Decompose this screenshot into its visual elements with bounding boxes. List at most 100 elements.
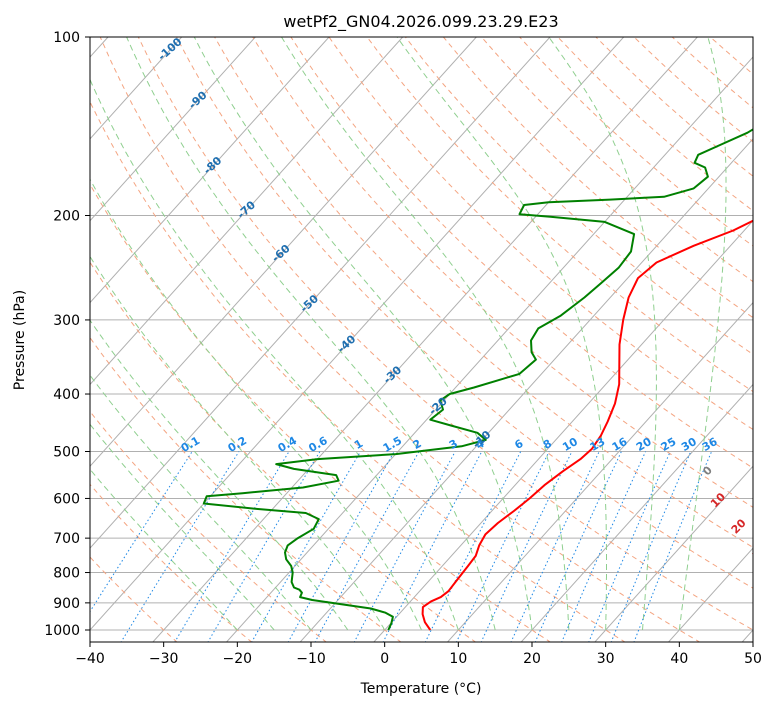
dewpoint-profile-line <box>202 128 753 631</box>
mixing-ratio-line <box>120 451 240 642</box>
mixing-ratio-label: 3 <box>447 437 460 452</box>
x-tick-label: −20 <box>223 651 253 667</box>
temperature-profile-line <box>421 219 753 631</box>
dry-adiabat <box>90 183 552 642</box>
isotherm-gridline <box>373 219 753 642</box>
dry-adiabat <box>595 37 753 177</box>
profile-lines <box>202 128 753 631</box>
dry-adiabat <box>328 37 753 431</box>
moist-adiabat <box>548 37 657 631</box>
theta-label: 30 <box>750 542 770 562</box>
isotherm-gridline <box>90 37 404 386</box>
isotherm-gridline <box>741 629 753 642</box>
dry-adiabat <box>519 37 753 247</box>
x-tick-label: 30 <box>597 651 615 667</box>
x-tick-label: 50 <box>744 651 762 667</box>
dry-adiabat <box>90 483 253 642</box>
isotherm-gridline <box>90 37 256 222</box>
y-tick-label: 800 <box>53 566 80 582</box>
mixing-ratio-line <box>534 451 622 642</box>
x-axis-label: Temperature (°C) <box>360 681 482 697</box>
dry-adiabat <box>137 37 753 631</box>
y-tick-label: 200 <box>53 209 80 225</box>
mixing-ratio-line <box>610 451 692 642</box>
isotherm-gridline <box>90 37 625 631</box>
mixing-ratio-label: 6 <box>512 437 525 452</box>
y-axis-label: Pressure (hPa) <box>12 290 28 390</box>
chart-title: wetPf2_GN04.2026.099.23.29.E23 <box>283 12 558 32</box>
isotherm-gridline <box>299 138 753 642</box>
isotherm-gridline <box>90 37 551 549</box>
moist-adiabat <box>90 374 312 631</box>
moist-adiabat <box>193 37 533 631</box>
background-lines <box>90 37 753 642</box>
moist-adiabat <box>678 37 727 631</box>
moist-adiabat <box>90 319 349 631</box>
mixing-ratio-label: 2 <box>411 437 424 452</box>
x-tick-label: 40 <box>670 651 688 667</box>
y-tick-label: 400 <box>53 387 80 403</box>
y-tick-label: 100 <box>53 30 80 46</box>
x-tick-label: 10 <box>449 651 467 667</box>
moist-adiabat <box>90 255 386 631</box>
theta-label: 0 <box>700 463 715 478</box>
dry-adiabat <box>290 37 753 469</box>
moist-adiabat <box>396 37 607 630</box>
x-tick-label: −40 <box>75 651 105 667</box>
moist-adiabat <box>90 178 422 631</box>
axis-ticks: −40 −30 −20 −10 0 10 20 30 40 5010020030040050060… <box>44 30 762 667</box>
dry-adiabat <box>481 37 753 283</box>
isotherm-gridline <box>152 37 698 642</box>
mixing-ratio-line <box>633 451 713 642</box>
mixing-ratio-line <box>588 451 671 642</box>
mixing-ratio-line <box>287 451 395 642</box>
dry-adiabat <box>90 261 477 642</box>
isotherm-label: -100 <box>155 35 184 63</box>
isotherm-gridline <box>90 37 183 140</box>
moist-adiabat <box>126 37 496 631</box>
moist-adiabat <box>90 78 459 631</box>
mixing-ratio-line <box>174 451 290 642</box>
mixing-ratio-line <box>561 451 647 642</box>
dry-adiabat <box>557 37 753 212</box>
x-tick-label: 0 <box>380 651 389 667</box>
dry-adiabat <box>252 37 753 508</box>
mixing-ratio-line <box>90 451 193 613</box>
dry-adiabat <box>214 37 753 548</box>
theta-label: 20 <box>729 516 749 536</box>
y-tick-label: 700 <box>53 531 80 547</box>
isotherm-gridline <box>446 301 753 642</box>
y-tick-label: 900 <box>53 596 80 612</box>
mixing-ratio-line <box>480 451 573 642</box>
isotherm-gridline <box>90 37 477 468</box>
mixing-ratio-line <box>314 451 420 642</box>
theta-label: 10 <box>708 490 728 510</box>
dry-adiabat <box>99 37 701 642</box>
moist-adiabat <box>90 423 275 631</box>
dry-adiabat <box>404 37 753 355</box>
isotherm-gridline <box>667 547 753 642</box>
line-labels: 0.1 0.2 0.4 0.6 1 1.5 2 3 4 6 8 10 13 16 20 25 30 36-100-… <box>155 35 775 590</box>
y-tick-label: 600 <box>53 491 80 507</box>
isotherm-gridline <box>90 37 330 304</box>
mixing-ratio-line <box>455 451 550 642</box>
x-tick-label: −30 <box>149 651 179 667</box>
plot-frame <box>89 36 754 643</box>
isotherm-gridline <box>225 56 753 642</box>
y-tick-label: 1000 <box>44 623 80 639</box>
x-tick-label: 20 <box>523 651 541 667</box>
dry-adiabat <box>90 100 626 642</box>
dry-adiabat <box>633 37 753 143</box>
isotherm-gridline <box>594 465 753 642</box>
dry-adiabat <box>176 37 753 589</box>
x-tick-label: −10 <box>296 651 326 667</box>
y-tick-label: 500 <box>53 444 80 460</box>
moist-adiabat <box>281 37 570 630</box>
mixing-ratio-line <box>353 451 456 642</box>
moist-adiabat <box>90 468 238 631</box>
isotherm-gridline <box>520 383 753 642</box>
theta-label: 40 <box>769 570 775 590</box>
y-tick-label: 300 <box>53 313 80 329</box>
mixing-ratio-line <box>424 451 522 642</box>
